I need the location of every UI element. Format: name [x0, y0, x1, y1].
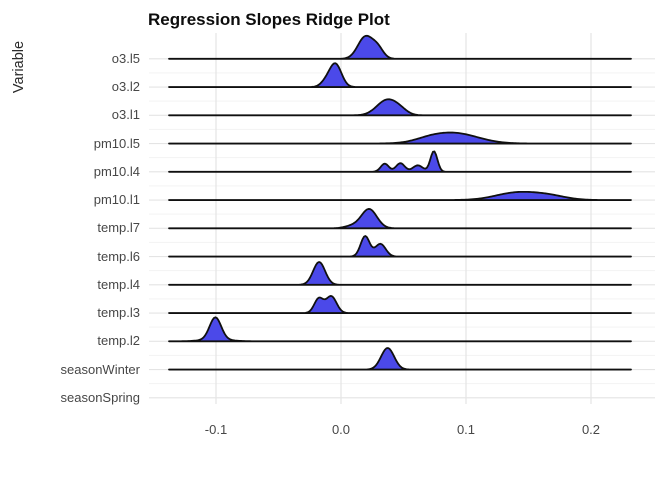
ridge-temp.l2: [168, 316, 632, 343]
y-axis-label-o3.l1: o3.l1: [111, 107, 140, 123]
y-axis-label-pm10.l4: pm10.l4: [93, 163, 140, 179]
ridge-temp.l3: [168, 295, 632, 314]
major-gridlines: [149, 33, 655, 404]
chart-title: Regression Slopes Ridge Plot: [148, 10, 390, 29]
y-axis-label-temp.l3: temp.l3: [97, 305, 140, 321]
x-axis-tick-label: 0.1: [456, 422, 476, 437]
y-axis-label-temp.l4: temp.l4: [97, 276, 140, 292]
ridge-o3.l5: [168, 34, 632, 60]
x-axis-tick-label: 0.0: [331, 422, 351, 437]
x-axis-tick-label: 0.2: [581, 422, 601, 437]
ridge-pm10.l1: [168, 190, 632, 201]
y-axis-label-temp.l2: temp.l2: [97, 333, 140, 349]
ridge-pm10.l4: [168, 150, 632, 173]
ridge-temp.l6: [168, 235, 632, 258]
plot-panel: [149, 33, 655, 404]
ridge-pm10.l5: [168, 131, 632, 145]
y-axis-label-pm10.l5: pm10.l5: [93, 135, 140, 151]
y-axis-label-seasonWinter: seasonWinter: [60, 361, 140, 377]
minor-gridlines: [149, 72, 655, 385]
ridge-temp.l4: [168, 261, 632, 286]
ridge-o3.l2: [168, 62, 632, 88]
y-axis-label-o3.l5: o3.l5: [111, 50, 140, 66]
y-axis-title: Variable: [11, 40, 27, 94]
ridge-seasonWinter: [168, 347, 632, 371]
y-axis-label-temp.l6: temp.l6: [97, 248, 140, 264]
x-axis-tick-label: -0.1: [204, 422, 228, 437]
ridge-o3.l1: [168, 98, 632, 117]
ridge-temp.l7: [168, 208, 632, 230]
y-axis-label-temp.l7: temp.l7: [97, 220, 140, 236]
y-axis-label-pm10.l1: pm10.l1: [93, 192, 140, 208]
y-axis-label-o3.l2: o3.l2: [111, 79, 140, 95]
y-axis-label-seasonSpring: seasonSpring: [60, 389, 141, 405]
